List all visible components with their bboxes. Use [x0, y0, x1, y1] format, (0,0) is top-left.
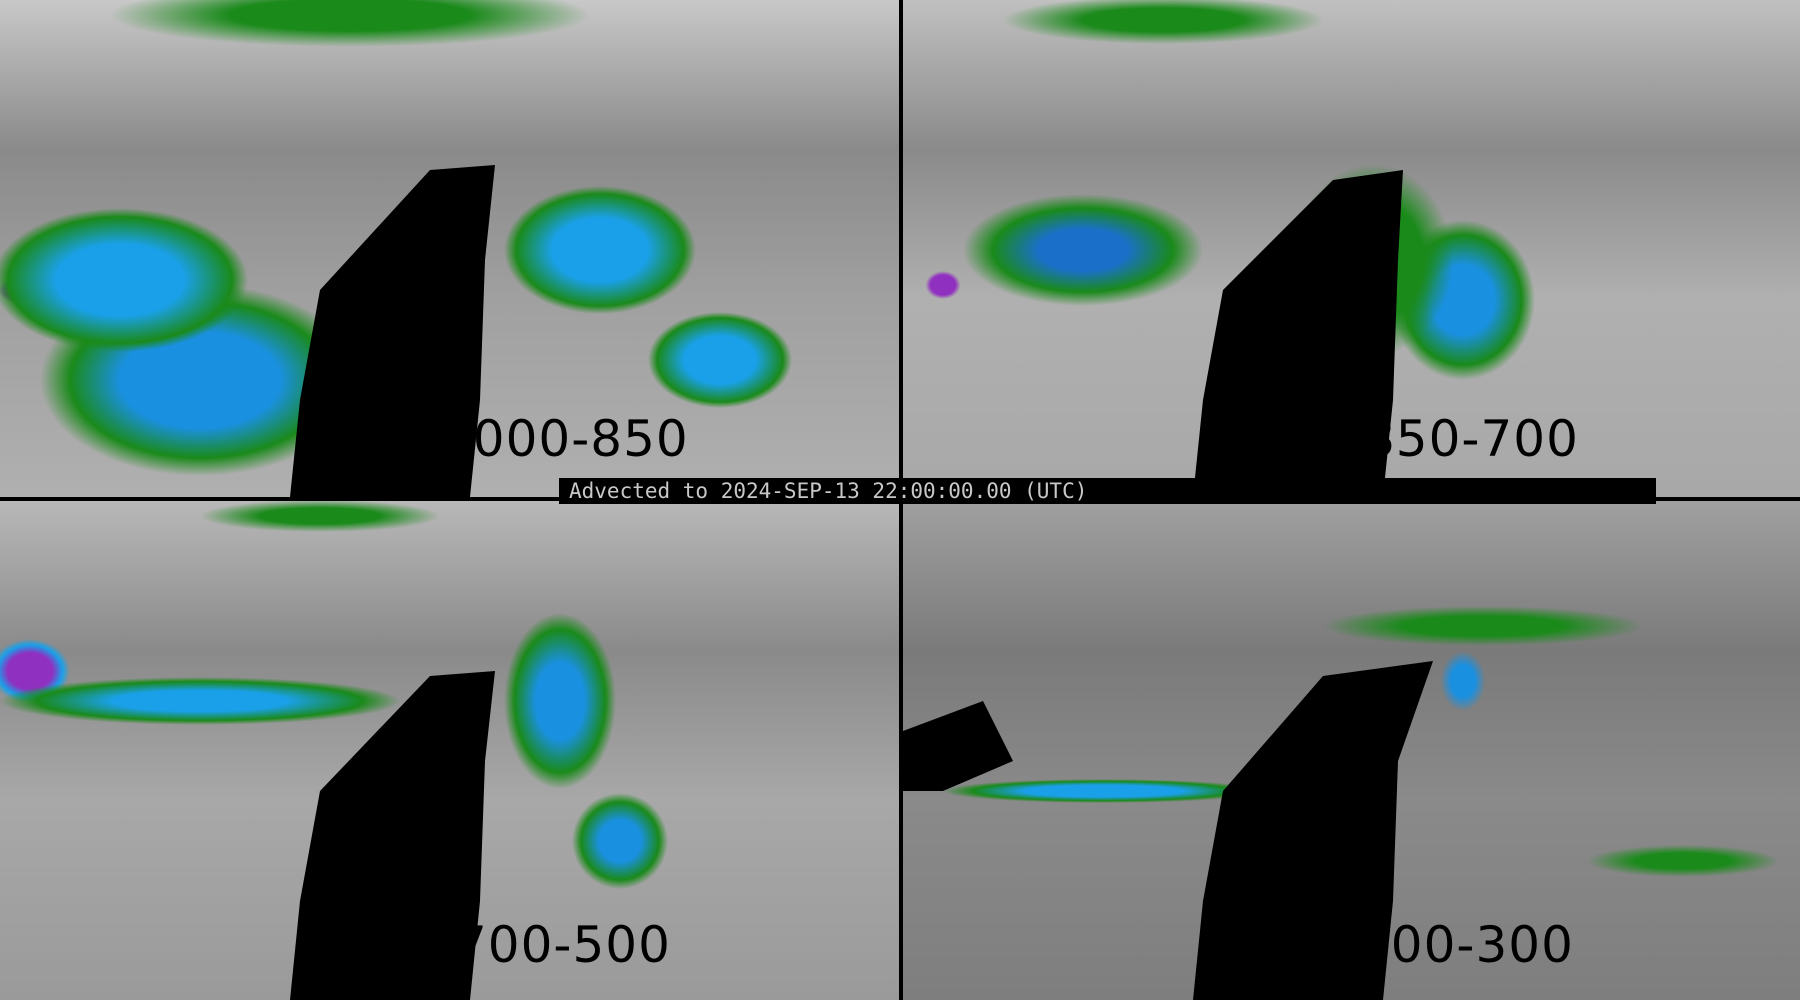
panel-1000-850: 1000-850: [0, 0, 899, 497]
no-data-region: [290, 165, 495, 497]
no-data-region: [290, 671, 495, 1000]
panel-500-300: 500-300: [903, 501, 1800, 1000]
layer-label: 1000-850: [440, 410, 689, 468]
layer-label: 500-300: [1358, 916, 1574, 974]
panel-700-500: 700-500: [0, 501, 899, 1000]
panel-850-700: 850-700: [903, 0, 1800, 497]
layer-label: 700-500: [455, 916, 671, 974]
advection-time-banner: Advected to 2024-SEP-13 22:00:00.00 (UTC…: [559, 478, 1656, 504]
layer-label: 850-700: [1363, 410, 1579, 468]
no-data-region: [903, 661, 1433, 1000]
no-data-region: [1193, 170, 1403, 497]
